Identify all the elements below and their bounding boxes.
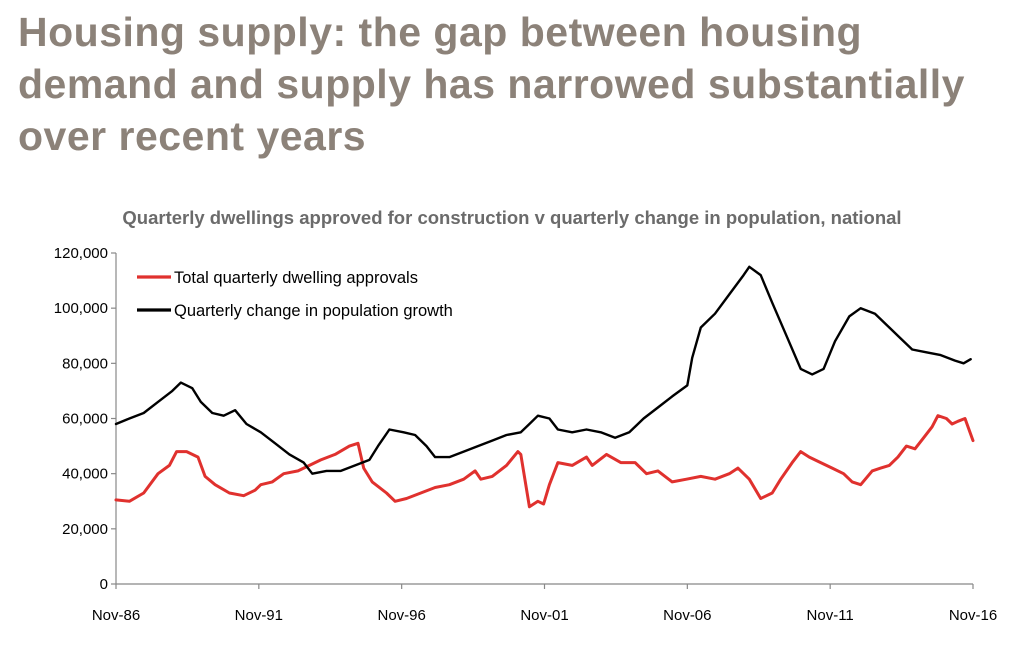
legend-label: Total quarterly dwelling approvals [174, 269, 418, 287]
page-headline: Housing supply: the gap between housing … [18, 9, 965, 159]
y-tick-label: 120,000 [54, 245, 108, 262]
y-tick-label: 100,000 [54, 300, 108, 317]
x-tick-label: Nov-96 [377, 607, 425, 624]
x-tick-label: Nov-06 [663, 607, 711, 624]
chart-title: Quarterly dwellings approved for constru… [122, 207, 902, 228]
y-tick-label: 60,000 [62, 411, 108, 428]
x-axis-ticks: Nov-86 Nov-91 Nov-96 Nov-01 Nov-06 Nov-11 Nov-… [92, 584, 997, 624]
y-tick-label: 20,000 [62, 521, 108, 538]
x-tick-label: Nov-91 [235, 607, 283, 624]
x-tick-label: Nov-11 [807, 607, 854, 624]
chart-legend: Total quarterly dwelling approvals Quarte… [137, 269, 453, 320]
legend-label: Quarterly change in population growth [174, 302, 453, 320]
series-line-population-change [114, 265, 972, 475]
y-tick-label: 80,000 [62, 355, 108, 372]
x-tick-label: Nov-16 [949, 607, 997, 624]
series-layer [114, 265, 975, 509]
y-tick-label: 40,000 [62, 466, 108, 483]
x-tick-label: Nov-01 [520, 607, 568, 624]
series-line-dwelling-approvals [114, 414, 975, 509]
x-tick-label: Nov-86 [92, 607, 140, 624]
y-axis-ticks: 0 20,000 40,000 60,000 80,000 100,000 120,000 [54, 245, 116, 593]
y-tick-label: 0 [100, 576, 108, 593]
